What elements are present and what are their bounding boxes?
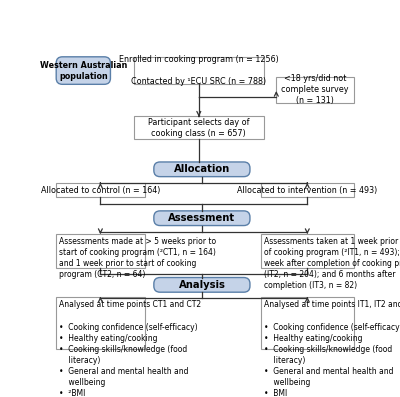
- FancyBboxPatch shape: [261, 297, 354, 349]
- Text: Enrolled in cooking program (n = 1256)

Contacted by ¹ECU SRC (n = 788): Enrolled in cooking program (n = 1256) C…: [119, 55, 279, 86]
- FancyBboxPatch shape: [134, 57, 264, 84]
- Text: Assessments made at > 5 weeks prior to
start of cooking program (²CT1, n = 164)
: Assessments made at > 5 weeks prior to s…: [59, 237, 216, 279]
- FancyBboxPatch shape: [261, 183, 354, 197]
- FancyBboxPatch shape: [134, 116, 264, 139]
- Text: Analysed at time points CT1 and CT2

•  Cooking confidence (self-efficacy)
•  He: Analysed at time points CT1 and CT2 • Co…: [59, 301, 202, 397]
- Text: Assessment: Assessment: [168, 213, 236, 223]
- FancyBboxPatch shape: [154, 211, 250, 225]
- Text: Allocation: Allocation: [174, 164, 230, 174]
- FancyBboxPatch shape: [261, 234, 354, 268]
- FancyBboxPatch shape: [154, 162, 250, 177]
- Text: Analysis: Analysis: [178, 280, 225, 290]
- FancyBboxPatch shape: [56, 297, 144, 349]
- Text: Participant selects day of
cooking class (n = 657): Participant selects day of cooking class…: [148, 118, 250, 138]
- FancyBboxPatch shape: [56, 183, 144, 197]
- FancyBboxPatch shape: [276, 77, 354, 103]
- Text: Allocated to intervention (n = 493): Allocated to intervention (n = 493): [237, 185, 378, 195]
- FancyBboxPatch shape: [154, 278, 250, 292]
- Text: Western Australian
population: Western Australian population: [40, 60, 127, 81]
- Text: Analysed at time points IT1, IT2 and IT3

•  Cooking confidence (self-efficacy)
: Analysed at time points IT1, IT2 and IT3…: [264, 301, 400, 397]
- FancyBboxPatch shape: [56, 234, 144, 268]
- Text: Assessments taken at 1 week prior to start
of cooking program (²IT1, n = 493); 1: Assessments taken at 1 week prior to sta…: [264, 237, 400, 290]
- FancyBboxPatch shape: [56, 57, 110, 84]
- Text: Allocated to control (n = 164): Allocated to control (n = 164): [41, 185, 160, 195]
- Text: <18 yrs/did not
complete survey
(n = 131): <18 yrs/did not complete survey (n = 131…: [281, 74, 349, 105]
